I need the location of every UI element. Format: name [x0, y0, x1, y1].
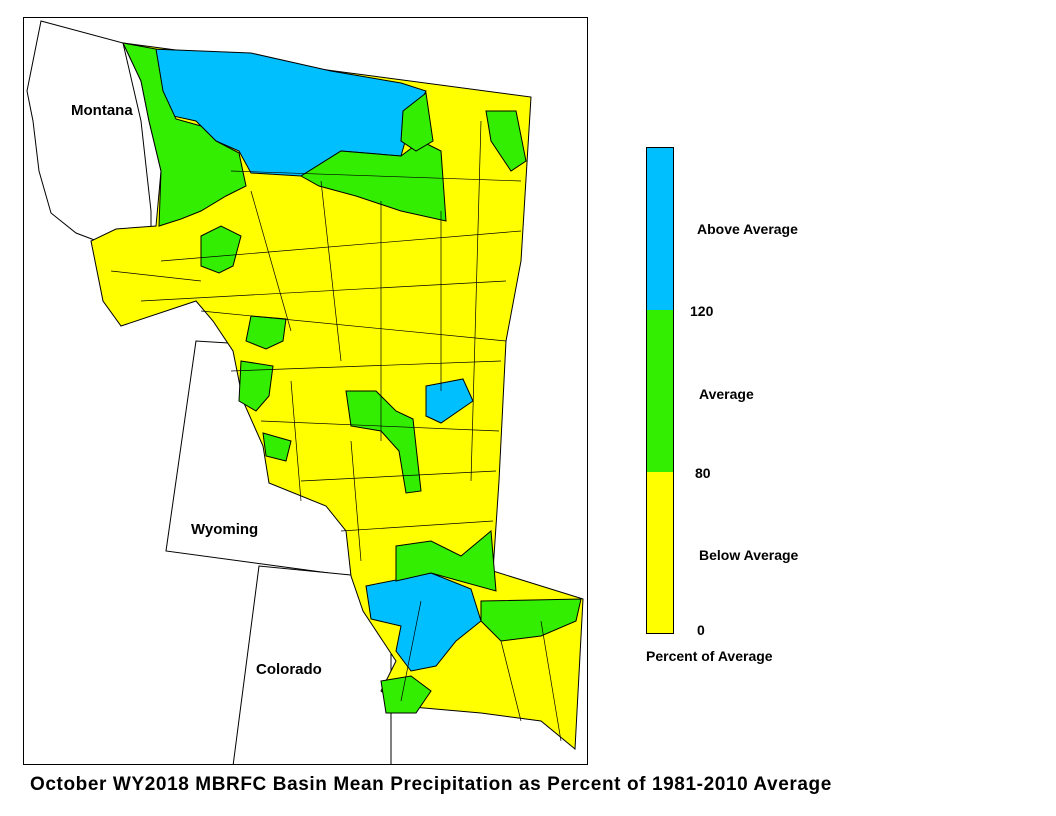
map-caption: October WY2018 MBRFC Basin Mean Precipit…	[30, 774, 832, 795]
legend-title: Percent of Average	[646, 648, 773, 664]
basin-region-above-south	[365, 572, 482, 672]
legend-break-80: 80	[695, 465, 711, 481]
basin-region-average-co	[480, 598, 582, 642]
legend-label-above: Above Average	[697, 221, 798, 237]
state-label-montana: Montana	[71, 102, 133, 119]
basin-region-average-se	[395, 530, 497, 592]
basin-region-average-e	[485, 110, 527, 172]
basin-map	[26, 20, 584, 764]
legend-label-average: Average	[699, 386, 754, 402]
legend-swatch-above	[647, 148, 673, 310]
basin-region-average-mid	[300, 140, 447, 222]
legend-break-120: 120	[690, 303, 714, 319]
basin-region-average-ne	[400, 92, 434, 152]
legend-break-0: 0	[697, 622, 705, 638]
basin-region-average-central	[200, 225, 242, 274]
legend-swatch-below	[647, 472, 673, 633]
legend-color-bar	[646, 147, 674, 634]
state-label-colorado: Colorado	[256, 661, 322, 678]
legend-swatch-average	[647, 310, 673, 472]
basin-region-average-w2	[238, 360, 274, 412]
legend-label-below: Below Average	[699, 547, 799, 563]
map-frame: Montana Wyoming Colorado	[23, 17, 588, 765]
basin-boundaries	[110, 120, 562, 742]
montana-outline	[26, 20, 152, 242]
basin-region-average-nw	[122, 42, 247, 227]
basin-region-above-east	[425, 378, 474, 424]
state-label-wyoming: Wyoming	[191, 521, 259, 538]
basin-region-average-w3	[262, 432, 292, 462]
basin-region-average-c2	[345, 390, 422, 494]
